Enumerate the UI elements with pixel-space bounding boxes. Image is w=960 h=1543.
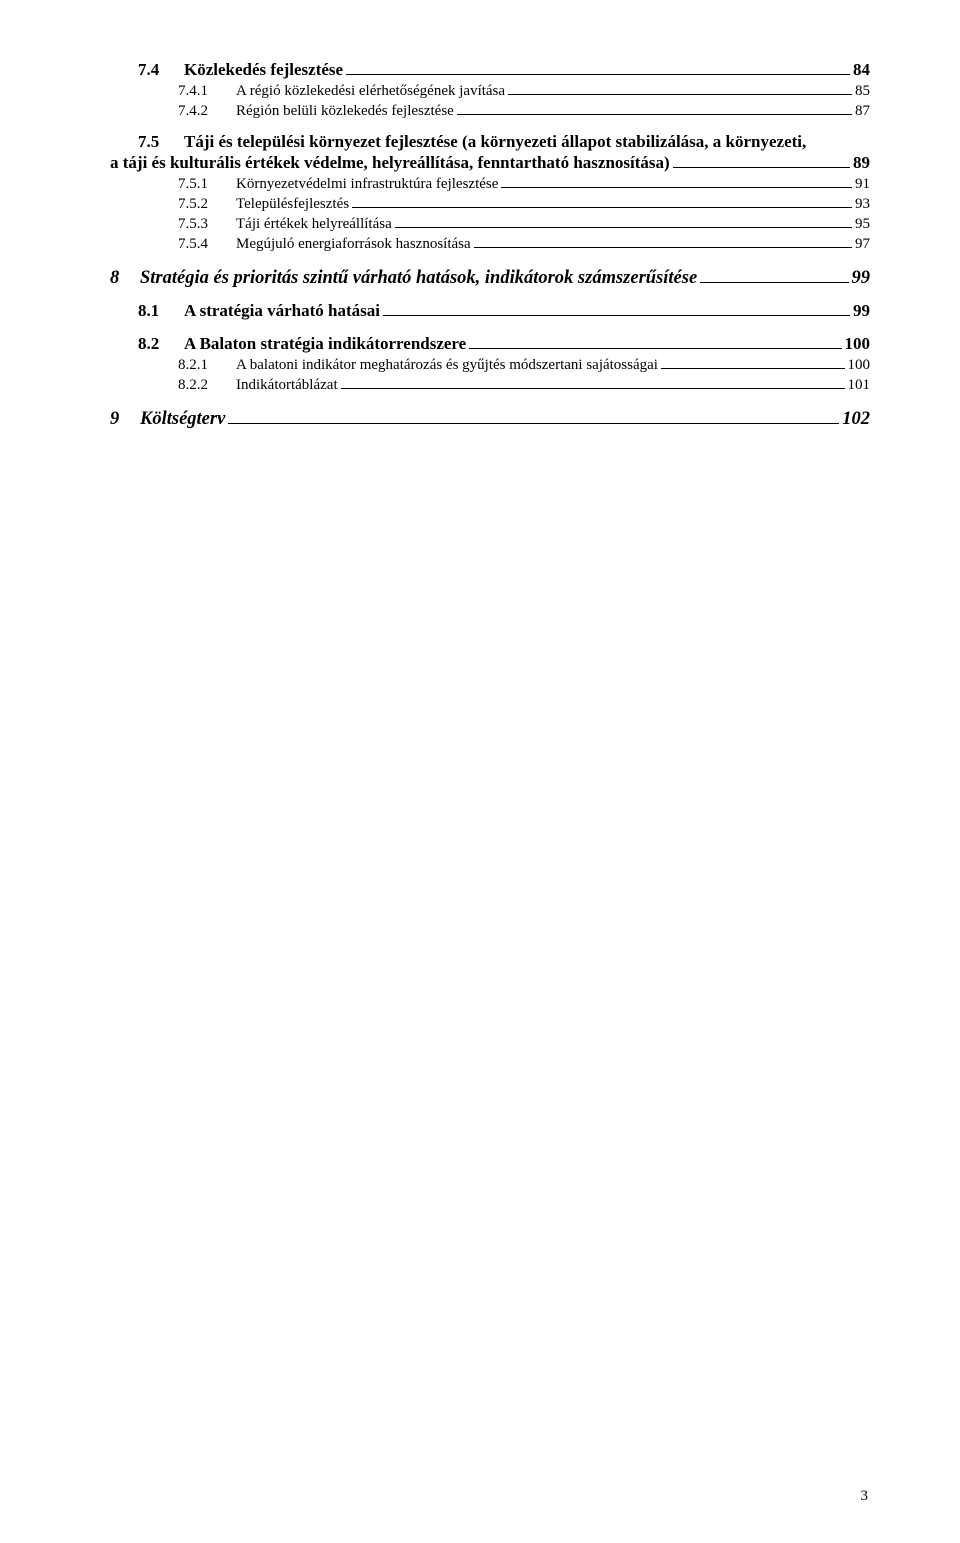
toc-title: Költségterv [140,408,225,430]
toc-entry: 8.1 A stratégia várható hatásai 99 [138,301,870,321]
toc-number: 7.4.1 [178,82,236,100]
toc-page: 99 [852,267,871,289]
toc-title: A régió közlekedési elérhetőségének javí… [236,82,505,100]
toc-title: Régión belüli közlekedés fejlesztése [236,102,454,120]
toc-leader [383,315,850,316]
toc-entry: 8.2.1 A balatoni indikátor meghatározás … [178,356,870,374]
toc-entry-continuation: a táji és kulturális értékek védelme, he… [110,153,870,173]
toc-entry: 7.4 Közlekedés fejlesztése 84 [138,60,870,80]
page: 7.4 Közlekedés fejlesztése 84 7.4.1 A ré… [0,0,960,1543]
toc-leader [508,94,852,95]
page-number: 3 [861,1488,869,1505]
toc-leader [346,74,850,75]
toc-page: 99 [853,301,870,321]
toc-title: Környezetvédelmi infrastruktúra fejleszt… [236,175,498,193]
toc-number: 7.4.2 [178,102,236,120]
toc-entry: 7.4.1 A régió közlekedési elérhetőségéne… [178,82,870,100]
toc-leader [474,247,852,248]
toc-number: 7.4 [138,60,184,80]
toc-page: 101 [848,376,871,394]
toc-number: 8.2 [138,334,184,354]
toc-number: 7.5.3 [178,215,236,233]
toc-entry: 8.2 A Balaton stratégia indikátorrendsze… [138,334,870,354]
toc-number: 8.2.1 [178,356,236,374]
toc-leader [228,423,839,424]
toc-page: 89 [853,153,870,173]
toc-entry: 8.2.2 Indikátortáblázat 101 [178,376,870,394]
toc-title: Településfejlesztés [236,195,349,213]
toc-entry: 7.5.4 Megújuló energiaforrások hasznosít… [178,235,870,253]
toc-page: 91 [855,175,870,193]
toc-entry: 7.5 Táji és települési környezet fejlesz… [138,132,870,152]
toc-page: 100 [848,356,871,374]
toc-entry: 9 Költségterv 102 [110,408,870,430]
toc-number: 8 [110,267,140,289]
toc-title: Táji és települési környezet fejlesztése… [184,132,806,152]
toc-number: 7.5.2 [178,195,236,213]
toc-number: 8.1 [138,301,184,321]
toc-number: 8.2.2 [178,376,236,394]
toc-leader [395,227,852,228]
toc-leader [457,114,852,115]
toc-number: 7.5.4 [178,235,236,253]
toc-leader [661,368,845,369]
toc-title: Táji értékek helyreállítása [236,215,392,233]
toc-entry: 7.5.2 Településfejlesztés 93 [178,195,870,213]
toc-leader [673,167,850,168]
toc-number: 9 [110,408,140,430]
toc-entry: 8 Stratégia és prioritás szintű várható … [110,267,870,289]
toc-leader [341,388,845,389]
toc-title: A Balaton stratégia indikátorrendszere [184,334,466,354]
toc-title: Megújuló energiaforrások hasznosítása [236,235,471,253]
toc-entry: 7.5.1 Környezetvédelmi infrastruktúra fe… [178,175,870,193]
toc-title: A stratégia várható hatásai [184,301,380,321]
toc-title: Indikátortáblázat [236,376,338,394]
toc-page: 95 [855,215,870,233]
toc-page: 87 [855,102,870,120]
toc-number: 7.5 [138,132,184,152]
toc-page: 97 [855,235,870,253]
toc-entry: 7.5.3 Táji értékek helyreállítása 95 [178,215,870,233]
toc-page: 84 [853,60,870,80]
toc-page: 102 [842,408,870,430]
toc-leader [352,207,852,208]
toc-entry: 7.4.2 Régión belüli közlekedés fejleszté… [178,102,870,120]
toc-leader [700,282,848,283]
toc-page: 85 [855,82,870,100]
toc-leader [469,348,841,349]
toc-page: 93 [855,195,870,213]
toc-title: a táji és kulturális értékek védelme, he… [110,153,670,173]
toc-page: 100 [845,334,871,354]
toc-number: 7.5.1 [178,175,236,193]
toc-title: Közlekedés fejlesztése [184,60,343,80]
toc-title: A balatoni indikátor meghatározás és gyű… [236,356,658,374]
toc-title: Stratégia és prioritás szintű várható ha… [140,267,697,289]
toc-leader [501,187,852,188]
